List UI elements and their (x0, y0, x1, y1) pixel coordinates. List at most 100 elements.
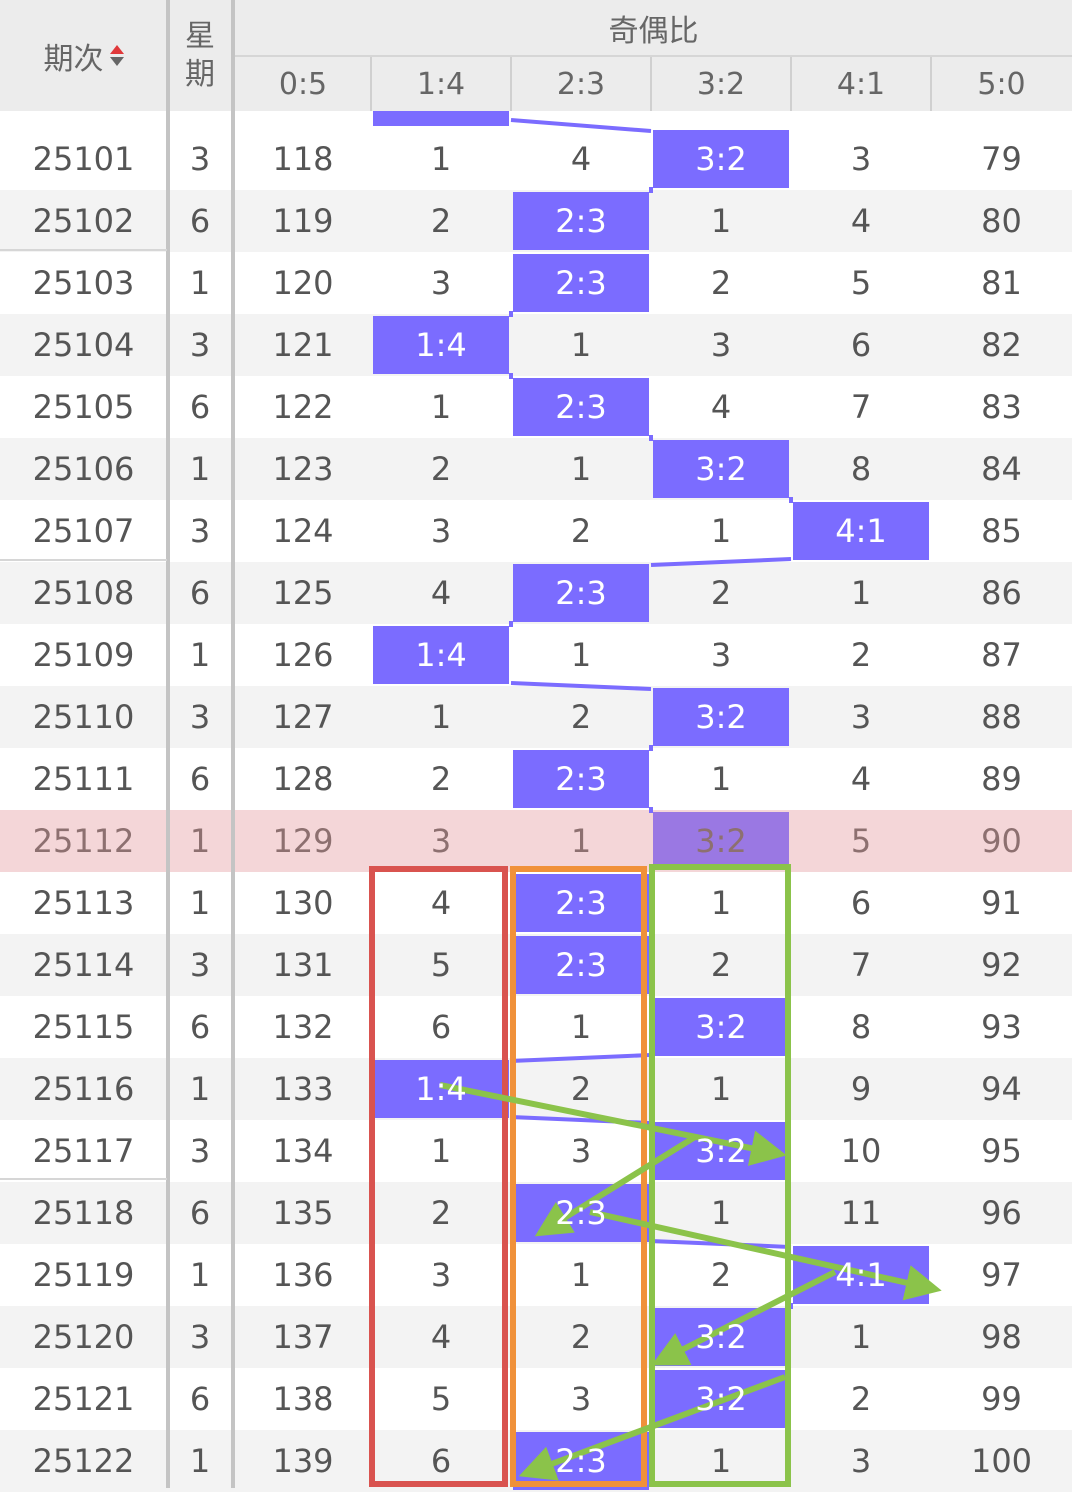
weekday-cell: 6 (189, 202, 211, 240)
ratio-miss-count-cell: 3 (651, 624, 791, 686)
cell-value: 3:2 (695, 1318, 747, 1356)
table-row[interactable]: 25116 1 133 1:4 2 1 9 94 (0, 1058, 1072, 1120)
table-row[interactable]: 25106 1 123 2 1 3:2 8 84 (0, 438, 1072, 500)
ratio-miss-count-cell: 97 (931, 1244, 1072, 1306)
cell-value: 2 (850, 636, 872, 674)
period-cell: 25108 (32, 574, 135, 612)
ratio-miss-count-cell: 121 (235, 314, 371, 376)
ratio-hit-cell: 3:2 (651, 128, 791, 190)
table-row[interactable]: 25114 3 131 5 2:3 2 7 92 (0, 934, 1072, 996)
ratio-miss-count-cell: 1 (511, 314, 651, 376)
table-row[interactable]: 25120 3 137 4 2 3:2 1 98 (0, 1306, 1072, 1368)
cell-value: 80 (981, 202, 1022, 240)
ratio-miss-count-cell: 119 (235, 190, 371, 252)
weekday-cell: 3 (189, 512, 211, 550)
period-cell: 25115 (32, 1008, 135, 1046)
ratio-miss-count-cell: 132 (235, 996, 371, 1058)
table-row[interactable]: 25107 3 124 3 2 1 4:1 85 (0, 500, 1072, 562)
cell-value: 3 (710, 636, 732, 674)
cell-value: 79 (981, 140, 1022, 178)
ratio-miss-count-cell: 4 (511, 128, 651, 190)
ratio-hit-cell: 2:3 (511, 376, 651, 438)
table-row[interactable]: 25110 3 127 1 2 3:2 3 88 (0, 686, 1072, 748)
table-row[interactable]: 25113 1 130 4 2:3 1 6 91 (0, 872, 1072, 934)
table-row[interactable]: 25122 1 139 6 2:3 1 3 100 (0, 1430, 1072, 1492)
ratio-miss-count-cell: 1 (371, 376, 511, 438)
ratio-hit-cell: 3:2 (651, 438, 791, 500)
ratio-hit-cell: 1:4 (371, 314, 511, 376)
cell-value: 124 (272, 512, 334, 550)
table-row[interactable]: 25101 3 118 1 4 3:2 3 79 (0, 128, 1072, 190)
header-column-divider (370, 56, 372, 111)
cell-value: 1 (570, 1008, 592, 1046)
table-row[interactable]: 25117 3 134 1 3 3:2 10 95 (0, 1120, 1072, 1182)
ratio-miss-count-cell: 82 (931, 314, 1072, 376)
table-row[interactable]: 25118 6 135 2 2:3 1 11 96 (0, 1182, 1072, 1244)
ratio-miss-count-cell: 1 (511, 1244, 651, 1306)
cell-value: 137 (272, 1318, 334, 1356)
cell-value: 1 (570, 822, 592, 860)
sort-icon[interactable] (109, 45, 124, 66)
ratio-miss-count-cell: 3 (511, 1120, 651, 1182)
cell-value: 4:1 (835, 1256, 887, 1294)
weekday-cell: 6 (189, 760, 211, 798)
table-row[interactable]: 25109 1 126 1:4 1 3 2 87 (0, 624, 1072, 686)
cell-value: 4 (570, 140, 592, 178)
period-cell: 25121 (32, 1380, 135, 1418)
ratio-hit-cell: 3:2 (651, 810, 791, 872)
cell-value: 3 (430, 822, 452, 860)
period-cell: 25122 (32, 1442, 135, 1480)
period-cell: 25113 (32, 884, 135, 922)
ratio-miss-count-cell: 8 (791, 996, 931, 1058)
cell-value: 90 (981, 822, 1022, 860)
odd-even-ratio-label: 奇偶比 (608, 14, 699, 49)
ratio-miss-count-cell: 90 (931, 810, 1072, 872)
cell-value: 4 (430, 1318, 452, 1356)
cell-value: 6 (430, 1442, 452, 1480)
ratio-hit-cell: 2:3 (511, 1430, 651, 1492)
cell-value: 6 (430, 1008, 452, 1046)
period-header[interactable]: 期次 (0, 0, 167, 111)
ratio-hit-cell: 3:2 (651, 1306, 791, 1368)
cell-value: 1 (710, 202, 732, 240)
sort-down-icon (109, 57, 124, 66)
ratio-header-0-5: 0:5 (278, 67, 328, 102)
header-column-divider (790, 56, 792, 111)
ratio-miss-count-cell: 124 (235, 500, 371, 562)
table-row[interactable]: 25102 6 119 2 2:3 1 4 80 (0, 190, 1072, 252)
cell-value: 4 (430, 884, 452, 922)
cell-value: 139 (272, 1442, 334, 1480)
table-row[interactable]: 25104 3 121 1:4 1 3 6 82 (0, 314, 1072, 376)
cell-value: 2:3 (555, 884, 607, 922)
ratio-miss-count-cell: 136 (235, 1244, 371, 1306)
table-row[interactable]: 25115 6 132 6 1 3:2 8 93 (0, 996, 1072, 1058)
table-row[interactable]: 25108 6 125 4 2:3 2 1 86 (0, 562, 1072, 624)
period-cell: 25102 (32, 202, 135, 240)
ratio-miss-count-cell: 2 (791, 624, 931, 686)
cell-value: 126 (272, 636, 334, 674)
cell-value: 1 (570, 1256, 592, 1294)
ratio-miss-count-cell: 83 (931, 376, 1072, 438)
hit-marker (513, 750, 649, 808)
ratio-hit-cell: 3:2 (651, 1120, 791, 1182)
table-row[interactable]: 25111 6 128 2 2:3 1 4 89 (0, 748, 1072, 810)
cell-value: 97 (981, 1256, 1022, 1294)
table-row[interactable]: 25119 1 136 3 1 2 4:1 97 (0, 1244, 1072, 1306)
table-row-highlighted[interactable]: 25112 1 129 3 1 3:2 5 90 (0, 810, 1072, 872)
cell-value: 3:2 (695, 1008, 747, 1046)
cell-value: 99 (981, 1380, 1022, 1418)
cell-value: 3 (430, 512, 452, 550)
cell-value: 2:3 (555, 1442, 607, 1480)
weekday-cell: 1 (189, 1256, 211, 1294)
table-row[interactable]: 25105 6 122 1 2:3 4 7 83 (0, 376, 1072, 438)
cell-value: 95 (981, 1132, 1022, 1170)
cell-value: 7 (850, 946, 872, 984)
cell-value: 130 (272, 884, 334, 922)
table-row[interactable]: 25121 6 138 5 3 3:2 2 99 (0, 1368, 1072, 1430)
table-row[interactable]: 25103 1 120 3 2:3 2 5 81 (0, 252, 1072, 314)
cell-value: 1 (570, 450, 592, 488)
ratio-miss-count-cell: 118 (235, 128, 371, 190)
hit-marker (793, 502, 929, 560)
cell-value: 133 (272, 1070, 334, 1108)
cell-value: 118 (272, 140, 334, 178)
